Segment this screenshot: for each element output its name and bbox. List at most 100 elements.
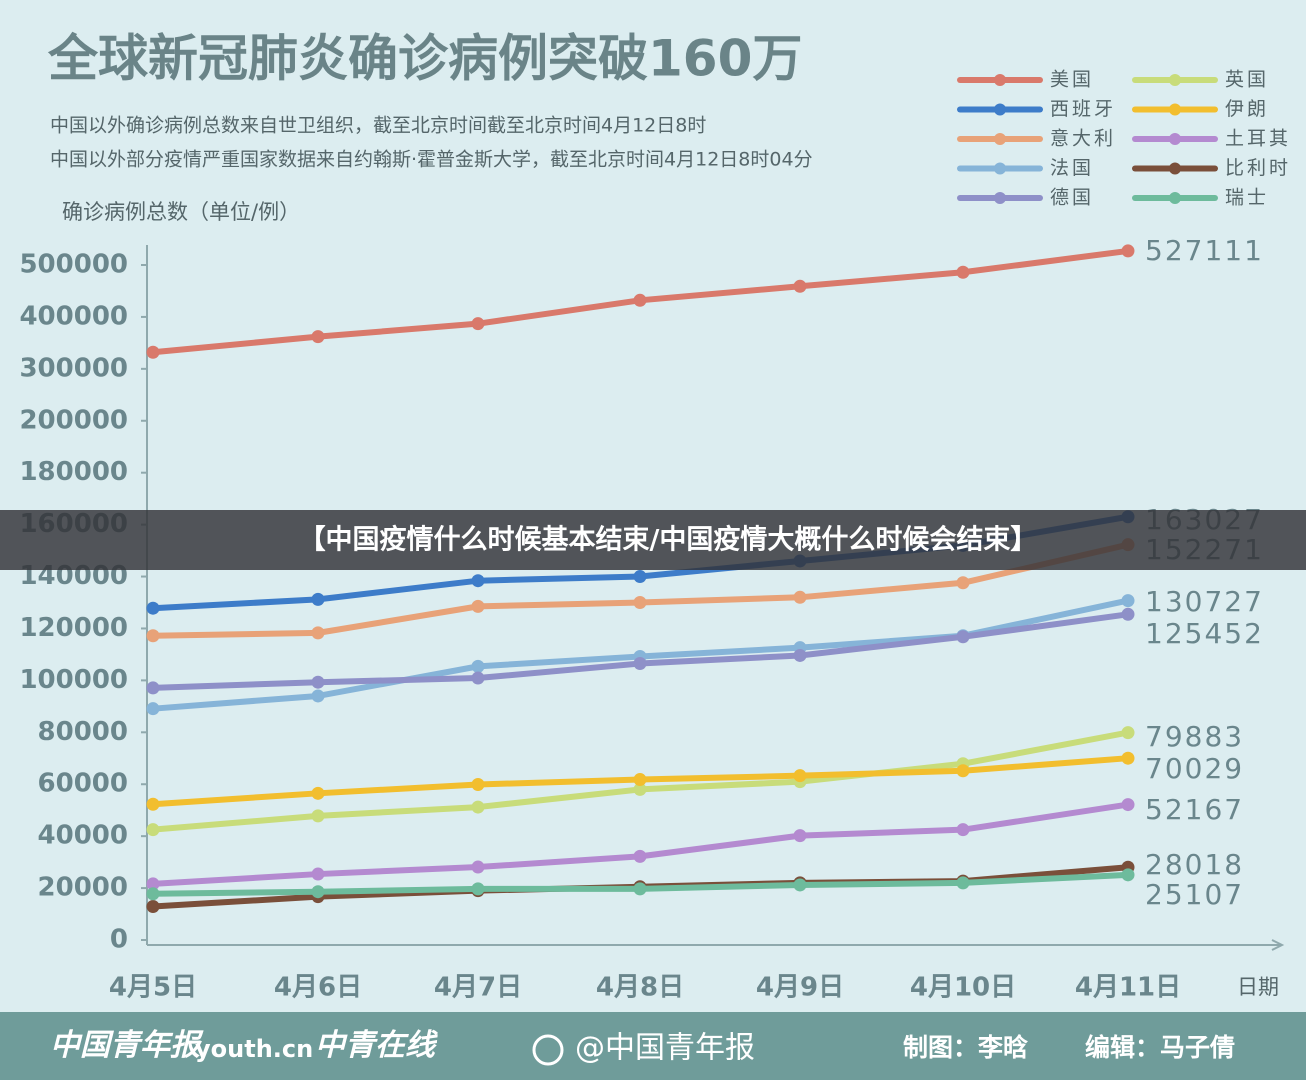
end-label: 52167 — [1145, 793, 1244, 826]
legend-swatch — [1169, 162, 1181, 175]
x-tick-label: 4月5日 — [109, 973, 197, 1003]
weibo-handle: @中国青年报 — [575, 1031, 755, 1066]
legend-label: 美国 — [1050, 69, 1094, 91]
x-tick-label: 4月8日 — [596, 973, 684, 1003]
legend-swatch — [994, 103, 1006, 116]
data-point — [793, 279, 807, 293]
y-tick-label: 500000 — [19, 250, 128, 280]
legend-label: 意大利 — [1050, 128, 1116, 150]
x-tick-label: 4月9日 — [756, 973, 844, 1003]
axis-arrow — [1271, 939, 1285, 951]
footer — [0, 1012, 1306, 1080]
data-point — [793, 878, 807, 892]
y-axis-label: 确诊病例总数（单位/例） — [62, 200, 300, 224]
chart-title: 全球新冠肺炎确诊病例突破160万 — [47, 30, 802, 88]
data-point — [1121, 244, 1135, 258]
data-point — [633, 849, 647, 863]
data-point — [1121, 798, 1135, 812]
data-point — [311, 330, 325, 344]
data-point — [311, 867, 325, 881]
y-tick-label: 80000 — [38, 717, 128, 747]
data-point — [633, 293, 647, 307]
end-label: 125452 — [1145, 617, 1264, 650]
legend-label: 法国 — [1050, 157, 1094, 179]
y-tick-label: 0 — [110, 925, 128, 955]
legend-label: 英国 — [1225, 69, 1269, 91]
end-label: 25107 — [1145, 878, 1244, 911]
data-point — [471, 671, 485, 685]
data-point — [146, 823, 160, 837]
y-tick-label: 400000 — [19, 301, 128, 331]
data-point — [146, 900, 160, 914]
y-tick-label: 100000 — [19, 665, 128, 695]
data-point — [793, 590, 807, 604]
data-point — [956, 630, 970, 644]
data-point — [311, 626, 325, 640]
data-point — [311, 689, 325, 703]
data-point — [146, 629, 160, 643]
logo: youth.cn — [195, 1035, 313, 1063]
data-point — [956, 576, 970, 590]
data-point — [146, 797, 160, 811]
legend-swatch — [994, 133, 1006, 145]
legend-swatch — [1169, 74, 1181, 86]
end-label: 28018 — [1145, 848, 1244, 881]
subtitle: 中国以外确诊病例总数来自世卫组织，截至北京时间截至北京时间4月12日8时 — [50, 115, 706, 137]
data-point — [956, 764, 970, 778]
x-axis-label: 日期 — [1237, 975, 1279, 999]
data-point — [793, 829, 807, 843]
data-point — [311, 809, 325, 823]
data-point — [146, 345, 160, 359]
y-tick-label: 180000 — [19, 457, 128, 487]
data-point — [311, 592, 325, 606]
credit: 编辑：马子倩 — [1085, 1033, 1235, 1062]
data-point — [1121, 607, 1135, 621]
data-point — [793, 769, 807, 783]
data-point — [471, 574, 485, 588]
data-point — [471, 659, 485, 673]
weibo-icon — [532, 1034, 564, 1066]
end-label: 79883 — [1145, 720, 1244, 753]
legend-label: 西班牙 — [1050, 98, 1116, 120]
y-tick-label: 60000 — [38, 769, 128, 799]
logo: 中青在线 — [315, 1028, 439, 1063]
legend-swatch — [1169, 133, 1181, 145]
data-point — [633, 657, 647, 671]
legend-swatch — [994, 192, 1006, 204]
data-point — [146, 887, 160, 901]
x-tick-label: 4月6日 — [274, 973, 362, 1003]
data-point — [146, 601, 160, 615]
data-point — [956, 265, 970, 279]
x-tick-label: 4月10日 — [910, 973, 1016, 1003]
legend-label: 瑞士 — [1225, 187, 1269, 209]
data-point — [956, 823, 970, 837]
data-point — [633, 570, 647, 584]
banner — [0, 510, 1306, 570]
data-point — [471, 777, 485, 791]
logo: 中国青年报 — [50, 1028, 204, 1063]
legend-swatch — [1169, 103, 1181, 116]
data-point — [633, 882, 647, 896]
y-tick-label: 300000 — [19, 353, 128, 383]
data-point — [1121, 868, 1135, 882]
end-label: 527111 — [1145, 234, 1264, 267]
data-point — [1121, 594, 1135, 608]
legend-swatch — [1169, 192, 1181, 204]
y-tick-label: 200000 — [19, 405, 128, 435]
legend-label: 比利时 — [1225, 157, 1291, 179]
data-point — [633, 782, 647, 796]
y-tick-label: 120000 — [19, 613, 128, 643]
data-point — [471, 599, 485, 613]
data-point — [471, 860, 485, 874]
legend-label: 伊朗 — [1225, 98, 1269, 120]
subtitle: 中国以外部分疫情严重国家数据来自约翰斯·霍普金斯大学，截至北京时间4月12日8时… — [50, 149, 813, 171]
data-point — [471, 317, 485, 331]
plot: 0200004000060000800001000001200001400001… — [19, 69, 1291, 1003]
x-tick-label: 4月11日 — [1075, 973, 1181, 1003]
legend-swatch — [994, 74, 1006, 86]
data-point — [311, 786, 325, 800]
legend-label: 德国 — [1050, 187, 1094, 209]
banner-text: 【中国疫情什么时候基本结束/中国疫情大概什么时候会结束】 — [299, 524, 1038, 556]
x-tick-label: 4月7日 — [434, 973, 522, 1003]
